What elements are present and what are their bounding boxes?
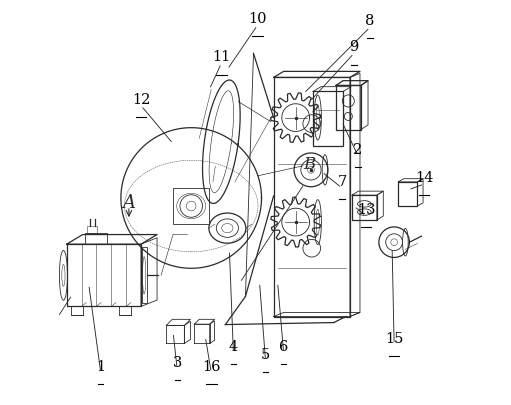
Text: 7: 7 [337,175,346,188]
Text: 2: 2 [353,143,363,156]
Bar [87,226,97,233]
Bar [142,248,147,304]
Text: 6: 6 [279,339,288,353]
Text: 16: 16 [202,359,221,373]
Text: 5: 5 [261,347,270,361]
Text: 10: 10 [248,12,267,26]
Text: 4: 4 [229,339,238,353]
Text: 12: 12 [132,92,150,106]
Text: A: A [123,194,135,211]
Bar [336,86,361,130]
Bar [313,92,343,146]
Text: 8: 8 [365,14,375,28]
Bar [119,307,131,315]
Text: 13: 13 [357,202,375,217]
Bar [352,196,377,221]
Text: 9: 9 [350,40,359,54]
Text: 11: 11 [212,50,230,64]
Text: B: B [304,156,316,173]
Bar [71,307,83,315]
Text: 14: 14 [415,171,433,184]
Bar [398,183,417,207]
Bar [173,188,210,224]
Text: 1: 1 [96,359,105,373]
Text: 3: 3 [172,355,182,369]
Bar [85,233,107,245]
Text: 15: 15 [385,331,403,345]
